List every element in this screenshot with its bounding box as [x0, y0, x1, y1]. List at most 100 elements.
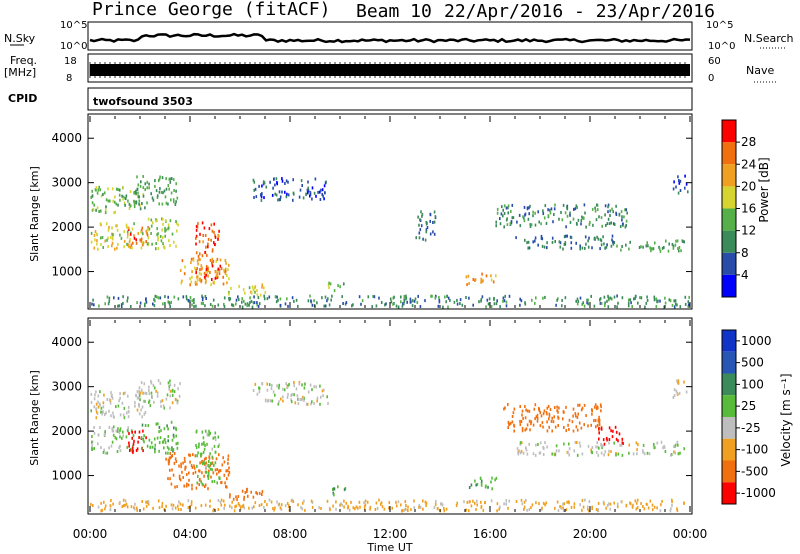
data-cell [134, 401, 136, 405]
data-cell [674, 444, 676, 448]
data-cell [167, 295, 169, 299]
data-cell [433, 210, 436, 214]
data-cell [204, 483, 207, 487]
data-cell [164, 226, 166, 230]
data-cell [578, 403, 581, 407]
data-cell [576, 428, 579, 432]
data-cell [524, 405, 526, 408]
data-cell [101, 412, 103, 416]
data-cell [563, 502, 565, 506]
data-cell [179, 269, 182, 272]
data-cell [490, 499, 493, 503]
data-cell [163, 245, 166, 249]
data-cell [507, 206, 509, 210]
data-cell [607, 217, 610, 221]
data-cell [586, 301, 588, 305]
data-cell [553, 406, 556, 409]
data-cell [673, 444, 675, 448]
data-cell [254, 187, 257, 191]
data-cell [148, 392, 151, 396]
data-cell [335, 500, 337, 504]
data-cell [636, 452, 638, 456]
data-cell [223, 305, 226, 308]
data-cell [652, 508, 654, 512]
data-cell [110, 236, 112, 240]
data-cell [139, 391, 142, 395]
data-cell [567, 423, 569, 427]
data-cell [535, 501, 537, 505]
data-cell [171, 454, 174, 458]
data-cell [201, 471, 203, 475]
data-cell [472, 278, 475, 281]
data-cell [148, 182, 150, 186]
data-cell [97, 394, 100, 398]
data-cell [507, 420, 510, 424]
data-cell [102, 193, 104, 196]
data-cell [224, 259, 227, 262]
data-cell [363, 507, 366, 511]
data-cell [355, 505, 358, 509]
data-cell [433, 506, 436, 509]
data-cell [217, 267, 220, 271]
data-cell [93, 405, 96, 409]
data-cell [175, 428, 177, 432]
data-cell [595, 425, 597, 429]
data-cell [597, 237, 600, 241]
data-cell [587, 298, 589, 302]
data-cell [98, 210, 100, 213]
data-cell [375, 304, 378, 308]
data-cell [99, 390, 101, 394]
data-cell [131, 246, 133, 250]
data-cell [109, 508, 112, 512]
data-cell [148, 389, 150, 393]
data-cell [625, 223, 627, 227]
data-cell [678, 179, 680, 182]
data-cell [480, 500, 482, 504]
data-cell [146, 444, 149, 448]
data-cell [141, 423, 144, 427]
data-cell [169, 379, 171, 383]
data-cell [598, 437, 600, 441]
data-cell [169, 451, 171, 455]
data-cell [522, 215, 524, 219]
data-cell [123, 201, 126, 205]
data-cell [531, 503, 534, 507]
data-cell [201, 266, 203, 270]
data-cell [195, 251, 198, 255]
data-cell [601, 446, 603, 450]
data-cell [261, 184, 263, 188]
data-cell [109, 199, 111, 203]
data-cell [593, 304, 596, 308]
data-cell [583, 403, 586, 407]
data-cell [521, 426, 524, 430]
data-cell [189, 299, 191, 303]
data-cell [608, 438, 611, 441]
data-cell [161, 217, 164, 221]
data-cell [350, 500, 352, 504]
data-cell [97, 400, 99, 404]
data-cell [311, 186, 314, 190]
data-cell [341, 295, 343, 299]
data-cell [173, 189, 175, 192]
data-cell [261, 283, 264, 287]
data-cell [595, 508, 598, 511]
data-cell [210, 462, 213, 465]
data-cell [301, 507, 304, 511]
data-cell [515, 500, 518, 503]
data-cell [160, 190, 163, 194]
data-cell [434, 503, 437, 506]
data-cell [591, 505, 593, 509]
data-cell [556, 500, 559, 504]
data-cell [167, 300, 169, 304]
data-cell [313, 385, 315, 389]
y-tick-label: 1000 [51, 265, 82, 279]
data-cell [510, 220, 513, 224]
data-cell [198, 445, 200, 449]
data-cell [572, 429, 575, 433]
data-cell [295, 387, 298, 391]
data-cell [600, 239, 603, 243]
data-cell [128, 202, 131, 206]
data-cell [673, 180, 675, 184]
data-cell [98, 185, 100, 189]
data-cell [634, 499, 637, 503]
